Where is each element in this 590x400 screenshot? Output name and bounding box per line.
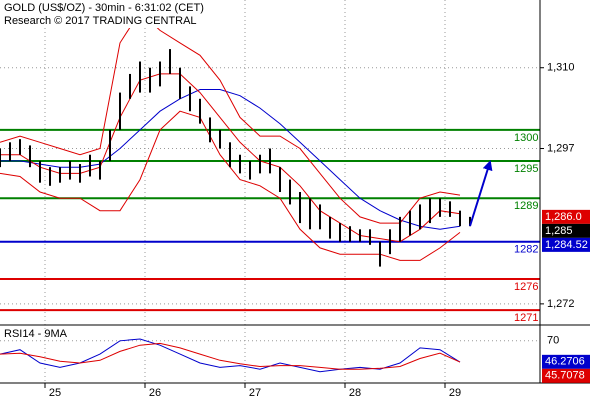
level-label: 1271 <box>514 312 538 324</box>
price-tag-label: 1,285 <box>545 225 573 237</box>
rsi-tag <box>542 368 590 383</box>
level-label: 1300 <box>514 132 538 144</box>
rsi-tag-label: 46.2706 <box>545 356 585 368</box>
y-tick-label: 1,272 <box>547 298 575 310</box>
x-tick-label: 26 <box>149 387 161 399</box>
chart-title: GOLD (US$/OZ) - 30min - 6:31:02 (CET) <box>4 2 204 14</box>
plot <box>0 11 540 373</box>
rsi-tick-label: 70 <box>547 335 559 347</box>
price-tag-label: 1,286.0 <box>545 211 582 223</box>
y-tick-label: 1,297 <box>547 142 575 154</box>
x-tick-label: 29 <box>449 387 461 399</box>
y-tick-label: 1,310 <box>547 62 575 74</box>
x-tick-label: 27 <box>249 387 261 399</box>
rsi-tag-label: 45.7078 <box>545 370 585 382</box>
indicator-line <box>0 73 461 243</box>
price-tag <box>542 209 590 224</box>
x-tick-label: 25 <box>49 387 61 399</box>
price-tag <box>542 223 590 238</box>
indicator-line <box>0 11 461 224</box>
rsi-tag <box>542 354 590 369</box>
rsi-label: RSI14 - 9MA <box>4 328 68 340</box>
level-label: 1295 <box>514 163 538 175</box>
level-label: 1276 <box>514 281 538 293</box>
rsi-line <box>0 342 461 370</box>
chart-subtitle: Research © 2017 TRADING CENTRAL <box>4 15 197 27</box>
level-label: 1282 <box>514 244 538 256</box>
forecast-arrow <box>469 160 493 227</box>
x-tick-label: 28 <box>349 387 361 399</box>
title-backdrop <box>0 0 200 28</box>
level-label: 1289 <box>514 200 538 212</box>
price-tag <box>542 237 590 252</box>
price-tag-label: 1,284.52 <box>545 239 588 251</box>
indicator-line <box>0 89 461 230</box>
